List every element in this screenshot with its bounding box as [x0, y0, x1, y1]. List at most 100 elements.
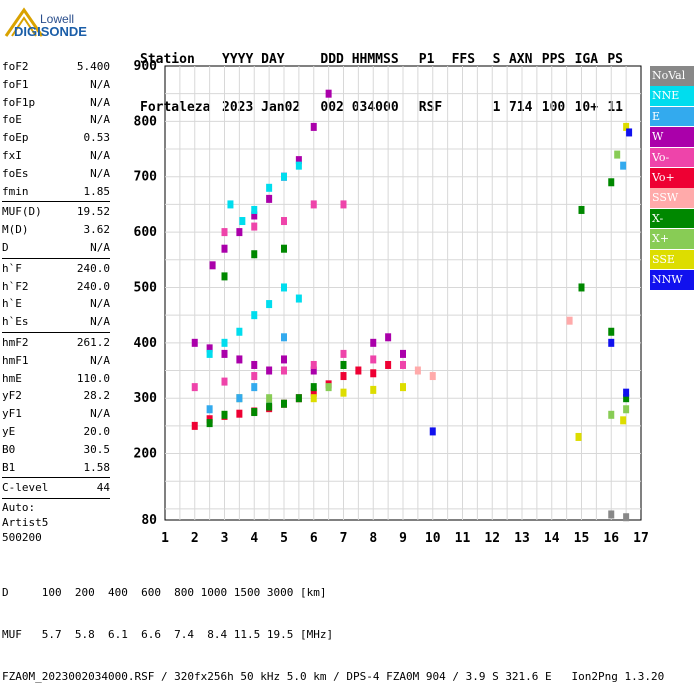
data-point — [266, 300, 273, 309]
y-tick-label: 700 — [134, 170, 158, 185]
data-point — [370, 338, 377, 347]
param-value: 19.52 — [76, 205, 110, 219]
data-point — [251, 311, 258, 320]
digisonde-logo: Lowell DIGISONDE — [2, 4, 87, 40]
param-value: 30.5 — [83, 442, 111, 456]
param-value: 261.2 — [76, 335, 110, 349]
data-point — [281, 283, 287, 292]
header-value-6: 714 — [508, 100, 533, 115]
header-label-3: P1 — [418, 52, 435, 67]
data-point — [266, 394, 273, 403]
station-header: Station YYYY DAY DDD HHMMSS P1 FFS S AXN PPS IGA… — [140, 20, 624, 132]
header-value-7: 100 — [541, 100, 566, 115]
data-point — [281, 366, 287, 375]
legend-item: SSE — [650, 249, 694, 270]
data-point — [385, 360, 392, 369]
header-label-5: S — [492, 52, 501, 67]
x-tick-label: 13 — [514, 531, 530, 546]
x-tick-label: 7 — [340, 531, 348, 546]
data-point — [310, 360, 317, 369]
data-point — [221, 377, 228, 386]
ionogram-chart: 1 2 3 4 5 6 7 8 9 10 11 12 13 14 15 16 17802003004005006… — [134, 59, 649, 546]
data-point — [429, 427, 436, 436]
param-label: MUF(D) — [2, 205, 42, 219]
legend-item: SSW — [650, 188, 694, 208]
data-point — [370, 355, 377, 364]
data-point — [281, 172, 287, 181]
param-value: N/A — [90, 166, 110, 180]
distance-row: D 100 200 400 600 800 1000 1500 3000 [km… — [2, 586, 327, 599]
data-point — [251, 383, 258, 392]
data-point — [385, 333, 392, 342]
data-point — [221, 349, 228, 358]
data-point — [370, 385, 377, 394]
data-point — [236, 409, 243, 418]
param-separator — [2, 331, 110, 333]
param-label: hmE — [2, 371, 22, 385]
legend-item: NNW — [650, 269, 694, 290]
param-value: 240.0 — [76, 261, 110, 275]
param-label: M(D) — [2, 223, 29, 237]
data-point — [325, 383, 332, 392]
muf-row: MUF 5.7 5.8 6.1 6.6 7.4 8.4 11.5 19.5 [M… — [2, 628, 334, 641]
data-point — [281, 355, 287, 364]
param-row: foEs N/A — [2, 165, 110, 183]
data-point — [578, 283, 585, 292]
param-label: foF1p — [2, 95, 36, 109]
header-label-7: PPS — [541, 52, 566, 67]
param-label: hmF1 — [2, 353, 29, 367]
param-value: 44 — [96, 481, 110, 495]
legend-item: W — [650, 127, 694, 147]
data-point — [310, 383, 317, 392]
data-point — [370, 369, 377, 378]
data-point — [310, 394, 317, 403]
param-label: foE — [2, 113, 22, 127]
data-point — [620, 416, 627, 425]
header-label-2: DDD HHMMSS — [320, 52, 399, 67]
data-point — [206, 419, 213, 428]
param-row: foF2 5.400 — [2, 58, 110, 76]
y-tick-label: 600 — [134, 225, 158, 240]
param-value: N/A — [90, 297, 110, 311]
data-point — [608, 510, 615, 519]
chart-ticks: 1 2 3 4 5 6 7 8 9 10 11 12 13 14 15 16 17802003004005006… — [134, 59, 649, 546]
data-point — [608, 327, 615, 336]
data-point — [209, 261, 216, 270]
data-point — [608, 338, 615, 347]
data-point — [251, 408, 258, 417]
data-point — [620, 161, 627, 170]
legend-item: X+ — [650, 229, 694, 249]
param-row: foEp 0.53 — [2, 129, 110, 147]
footer-info: D 100 200 400 600 800 1000 1500 3000 [km… — [2, 558, 664, 698]
param-value: 240.0 — [76, 279, 110, 293]
file-info-row: FZA0M_2023002034000.RSF / 320fx256h 50 k… — [2, 670, 665, 683]
data-point — [623, 513, 630, 522]
data-point — [251, 211, 258, 220]
header-value-8: 10+ — [574, 100, 599, 115]
x-tick-label: 14 — [544, 531, 560, 546]
param-label: yF1 — [2, 407, 22, 421]
y-tick-label: 900 — [134, 59, 158, 74]
param-row: foF1 N/A — [2, 76, 110, 94]
x-tick-label: 5 — [280, 531, 288, 546]
data-point — [266, 366, 273, 375]
autoscale-info: 500200 — [2, 531, 42, 545]
x-tick-label: 12 — [484, 531, 500, 546]
param-label: h`Es — [2, 315, 29, 329]
data-point — [266, 402, 273, 411]
data-point — [251, 360, 258, 369]
param-value: 20.0 — [83, 424, 111, 438]
y-tick-label: 80 — [141, 513, 157, 528]
data-point — [251, 250, 258, 259]
data-point — [251, 372, 258, 381]
data-point — [206, 405, 213, 414]
legend-item: NNE — [650, 86, 694, 106]
param-label: h`E — [2, 297, 22, 311]
data-point — [355, 366, 362, 375]
data-point — [295, 294, 302, 303]
data-point — [566, 316, 573, 325]
scaled-parameters-panel: foF2 5.400 foF1 N/A foF1p N/A foE N/A foEp 0.53 fx… — [2, 58, 110, 545]
data-point — [325, 89, 332, 98]
header-label-8: IGA — [574, 52, 599, 67]
param-label: foF2 — [2, 60, 29, 73]
